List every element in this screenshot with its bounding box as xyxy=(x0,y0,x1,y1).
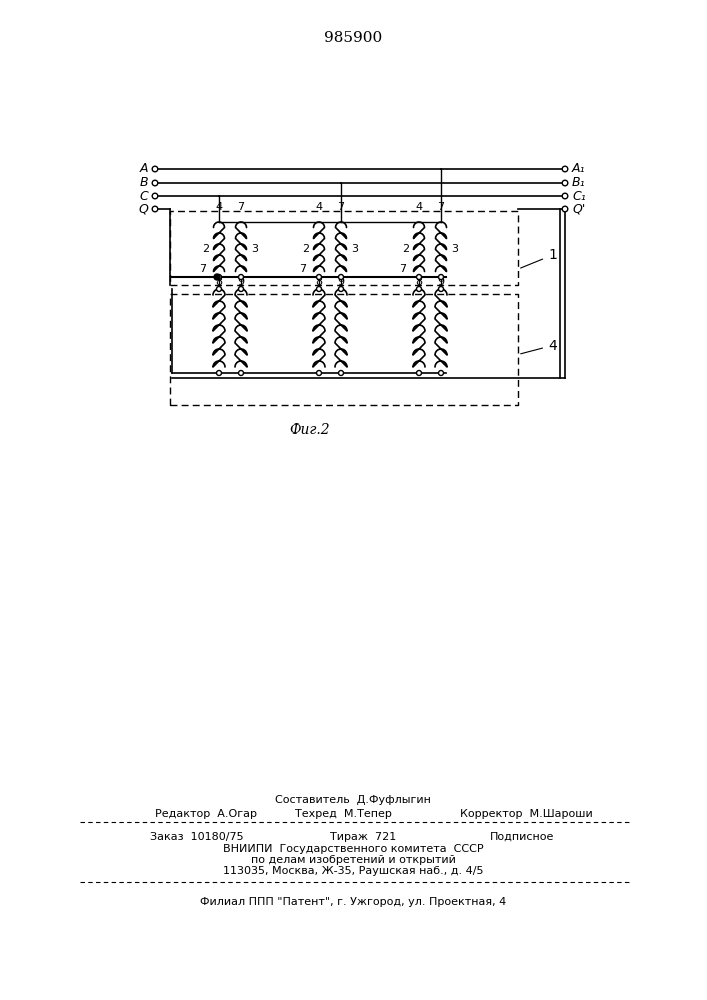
Text: 7: 7 xyxy=(199,264,206,274)
Text: 4: 4 xyxy=(216,202,223,212)
Circle shape xyxy=(152,166,158,172)
Text: Q: Q xyxy=(138,202,148,216)
Text: 9: 9 xyxy=(337,277,344,287)
Circle shape xyxy=(438,286,443,292)
Text: 2: 2 xyxy=(302,244,309,254)
Circle shape xyxy=(562,193,568,199)
Circle shape xyxy=(317,286,322,292)
Text: Q': Q' xyxy=(572,202,585,216)
Text: ВНИИПИ  Государственного комитета  СССР: ВНИИПИ Государственного комитета СССР xyxy=(223,844,484,854)
Circle shape xyxy=(562,206,568,212)
Text: Заказ  10180/75: Заказ 10180/75 xyxy=(150,832,244,842)
Circle shape xyxy=(214,274,220,280)
Text: 7: 7 xyxy=(438,202,445,212)
Text: 3: 3 xyxy=(451,244,458,254)
Circle shape xyxy=(416,274,421,279)
Text: 113035, Москва, Ж-35, Раушская наб., д. 4/5: 113035, Москва, Ж-35, Раушская наб., д. … xyxy=(223,866,484,876)
Circle shape xyxy=(238,286,243,292)
Text: 985900: 985900 xyxy=(324,31,382,45)
Text: B₁: B₁ xyxy=(572,176,585,190)
Text: 4: 4 xyxy=(315,202,322,212)
Text: 7: 7 xyxy=(399,264,406,274)
Text: C: C xyxy=(139,190,148,202)
Circle shape xyxy=(216,274,221,279)
Circle shape xyxy=(339,370,344,375)
Text: 8: 8 xyxy=(216,277,223,287)
Text: 9: 9 xyxy=(238,277,245,287)
Text: Подписное: Подписное xyxy=(490,832,554,842)
Circle shape xyxy=(339,286,344,292)
Circle shape xyxy=(216,286,221,292)
Circle shape xyxy=(152,206,158,212)
Circle shape xyxy=(317,370,322,375)
Text: 8: 8 xyxy=(315,277,322,287)
Text: 8: 8 xyxy=(416,277,423,287)
Text: Фиг.2: Фиг.2 xyxy=(290,423,330,437)
Circle shape xyxy=(416,370,421,375)
Text: B: B xyxy=(139,176,148,190)
Text: 3: 3 xyxy=(351,244,358,254)
Text: 9: 9 xyxy=(438,277,445,287)
Text: C₁: C₁ xyxy=(572,190,586,202)
Circle shape xyxy=(216,370,221,375)
Text: A₁: A₁ xyxy=(572,162,585,176)
Text: 3: 3 xyxy=(251,244,258,254)
Text: 7: 7 xyxy=(299,264,306,274)
Circle shape xyxy=(562,180,568,186)
Circle shape xyxy=(438,370,443,375)
Circle shape xyxy=(339,274,344,279)
Text: A: A xyxy=(139,162,148,176)
Text: по делам изобретений и открытий: по делам изобретений и открытий xyxy=(250,855,455,865)
Text: 4: 4 xyxy=(520,338,556,354)
Text: Техред  М.Тепер: Техред М.Тепер xyxy=(295,809,392,819)
Circle shape xyxy=(152,180,158,186)
Text: 7: 7 xyxy=(238,202,245,212)
Circle shape xyxy=(416,286,421,292)
Text: 2: 2 xyxy=(202,244,209,254)
Circle shape xyxy=(562,166,568,172)
Text: Филиал ППП "Патент", г. Ужгород, ул. Проектная, 4: Филиал ППП "Патент", г. Ужгород, ул. Про… xyxy=(200,897,506,907)
Circle shape xyxy=(317,274,322,279)
Text: Редактор  А.Огар: Редактор А.Огар xyxy=(155,809,257,819)
Circle shape xyxy=(238,274,243,279)
Text: 2: 2 xyxy=(402,244,409,254)
Circle shape xyxy=(152,193,158,199)
Circle shape xyxy=(238,370,243,375)
Text: 1: 1 xyxy=(520,248,557,268)
Text: Тираж  721: Тираж 721 xyxy=(330,832,396,842)
Circle shape xyxy=(438,274,443,279)
Text: Корректор  М.Шароши: Корректор М.Шароши xyxy=(460,809,592,819)
Text: 7: 7 xyxy=(337,202,344,212)
Text: 4: 4 xyxy=(416,202,423,212)
Text: Составитель  Д.Фуфлыгин: Составитель Д.Фуфлыгин xyxy=(275,795,431,805)
